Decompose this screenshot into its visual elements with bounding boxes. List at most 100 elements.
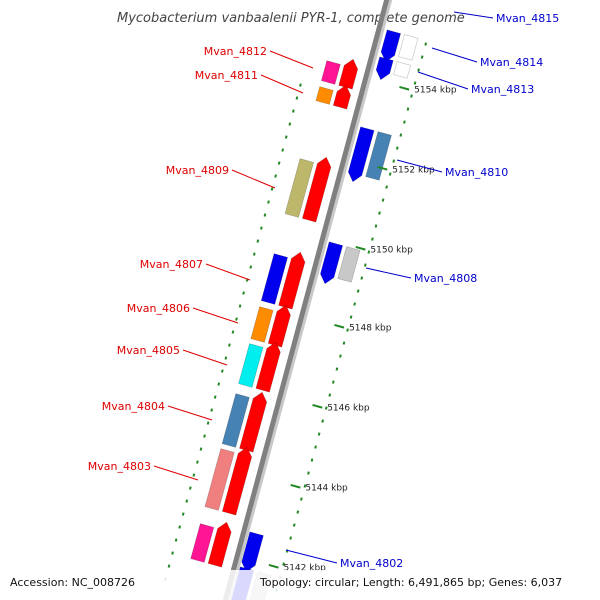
forward-gene-arrow [338,58,359,90]
gc-dash-outer [367,250,371,254]
kbp-tick-mark [312,403,323,409]
gene-leader-line [167,405,213,421]
kbp-tick-label: 5144 kbp [305,484,348,494]
gc-dash-inner [299,83,302,87]
reverse-gene-arrow [320,241,344,285]
gc-dash-inner [277,161,281,165]
gc-dash-outer [403,120,406,124]
kbp-tick-label: 5146 kbp [327,404,370,414]
gc-dash-outer [424,42,428,46]
gc-dash-inner [217,382,221,386]
reverse-gene-arrow [241,531,264,573]
forward-gene-arrow [207,521,232,568]
gene-label: Mvan_4808 [414,272,477,285]
map-title: Mycobacterium vanbaalenii PYR-1, complet… [117,11,465,26]
cog-color-block [204,448,235,511]
gc-dash-outer [363,263,367,267]
forward-gene-arrow [267,304,291,348]
gc-dash-inner [171,551,174,555]
gene-label: Mvan_4809 [166,164,229,177]
gc-dash-inner [284,135,288,139]
gc-dash-inner [295,96,299,100]
gc-dash-outer [335,367,339,371]
gene-label: Mvan_4814 [480,56,543,69]
gc-skew-dots [164,42,428,592]
gc-dash-outer [360,276,364,280]
gc-dash-outer [406,107,410,111]
gc-dash-outer [395,146,399,150]
footer-background [0,570,600,600]
forward-gene-arrow [302,156,332,223]
gc-dash-inner [270,187,274,191]
cog-color-block [221,393,250,448]
gene-leader-line [192,307,239,324]
kbp-tick-label: 5142 kbp [283,564,326,574]
gene-leader-line [365,267,412,279]
kbp-tick-mark [399,85,410,91]
gc-dash-inner [256,239,260,243]
gene-label: Mvan_4806 [127,302,190,315]
cog-color-block [398,34,419,61]
gc-dash-inner [263,213,267,217]
gene-label: Mvan_4805 [117,344,180,357]
gc-dash-inner [213,395,217,399]
gene-labels: Mvan_4815 Mvan_4814 Mvan_4813 Mvan_4812 Mvan… [88,11,559,570]
gc-dash-outer [378,211,381,215]
gc-dash-outer [296,510,300,514]
gc-dash-inner [238,304,242,308]
gene-leader-line [269,50,314,69]
gc-dash-inner [203,434,206,438]
gc-dash-outer [342,341,346,345]
gc-dash-inner [210,408,214,412]
gene-leader-line [431,47,478,63]
gc-dash-inner [185,499,189,503]
cog-color-block [393,61,411,79]
gc-dash-outer [413,81,417,85]
gc-dash-inner [292,109,295,113]
gene-leader-line [153,465,199,481]
gene-leader-line [260,74,304,94]
gc-dash-outer [314,445,317,449]
gc-dash-outer [289,536,293,540]
gc-dash-inner [220,369,224,373]
gc-dash-outer [356,289,360,293]
reverse-gene-arrow [380,29,401,63]
gc-dash-outer [307,471,310,475]
reverse-gene-arrow [347,126,375,183]
gc-dash-inner [231,330,235,334]
gene-leader-line [231,169,276,189]
gc-dash-inner [196,460,199,464]
gene-leader-line [205,263,251,281]
gene-label: Mvan_4802 [340,557,403,570]
gc-dash-inner [274,174,277,178]
gene-label: Mvan_4810 [445,166,508,179]
gc-dash-inner [228,343,231,347]
gene-label: Mvan_4815 [496,12,559,25]
gene-label: Mvan_4804 [102,400,165,413]
gc-dash-outer [417,68,420,72]
forward-gene-arrow [332,84,351,110]
gc-dash-outer [385,185,388,189]
gene-leader-line [453,11,494,19]
gc-dash-outer [381,198,385,202]
kbp-tick-mark [334,323,345,329]
gene-label: Mvan_4811 [195,69,258,82]
gc-dash-outer [399,133,403,137]
gc-dash-inner [199,447,203,451]
gc-dash-inner [281,148,285,152]
gc-dash-inner [288,122,292,126]
cog-color-block [337,246,361,283]
gc-dash-outer [392,159,396,163]
gc-dash-outer [346,328,349,332]
kbp-tick-mark [290,483,301,489]
gc-dash-outer [317,432,321,436]
genome-summary-text: Topology: circular; Length: 6,491,865 bp… [259,576,562,589]
gc-dash-outer [410,94,413,98]
gc-dash-outer [339,354,342,358]
kbp-tick-mark [268,563,279,569]
cog-color-block [284,158,314,218]
gc-dash-outer [331,380,335,384]
gc-dash-inner [178,525,182,529]
cog-color-block [321,60,341,85]
